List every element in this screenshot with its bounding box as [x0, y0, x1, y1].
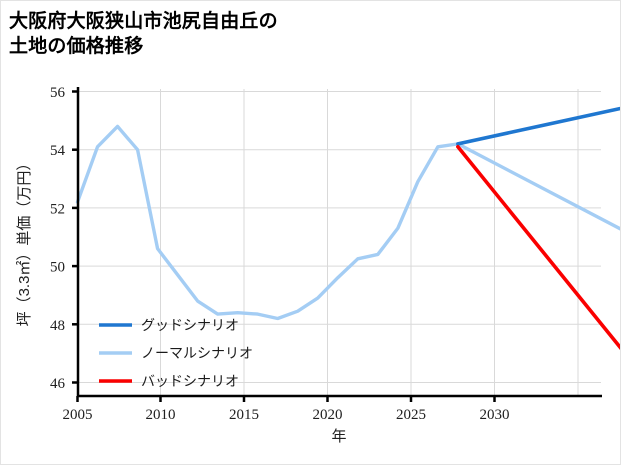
grid-lines-vertical [160, 89, 579, 397]
y-tick-label-50: 50 [50, 260, 65, 276]
legend-label-good: グッドシナリオ [141, 317, 239, 333]
x-axis-ticks [76, 396, 496, 402]
series-good-scenario [456, 106, 620, 146]
y-tick-label-56: 56 [50, 85, 66, 101]
y-tick-label-54: 54 [50, 143, 66, 159]
legend-label-bad: バッドシナリオ [141, 373, 239, 389]
y-tick-label-48: 48 [50, 318, 65, 334]
x-tick-label-2020: 2020 [313, 407, 343, 423]
page-title: 大阪府大阪狭山市池尻自由丘の 土地の価格推移 [9, 11, 278, 58]
x-tick-label-2025: 2025 [396, 407, 426, 423]
y-tick-label-52: 52 [50, 201, 65, 217]
y-axis-ticks [72, 90, 78, 384]
grid-lines-horizontal [77, 91, 601, 383]
x-tick-label-2005: 2005 [63, 407, 93, 423]
series-normal-scenario [75, 124, 620, 321]
y-tick-label-46: 46 [50, 376, 66, 392]
legend-label-normal: ノーマルシナリオ [141, 345, 253, 361]
series-bad-scenario [456, 144, 620, 350]
x-tick-label-2030: 2030 [480, 407, 510, 423]
chart-legend: グッドシナリオ ノーマルシナリオ バッドシナリオ [99, 317, 253, 389]
y-axis-title: 坪（3.3㎡）単価（万円） [16, 156, 33, 327]
x-tick-label-2010: 2010 [146, 407, 176, 423]
x-axis-title: 年 [331, 428, 346, 445]
x-tick-label-2015: 2015 [229, 407, 259, 423]
